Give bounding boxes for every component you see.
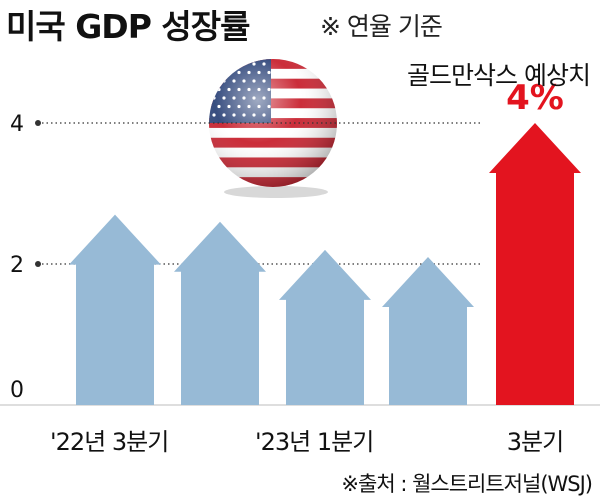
x-tick-label: '22년 3분기 [50,428,168,456]
x-tick-label: '23년 1분기 [255,428,373,456]
data-label: 4% [506,78,564,118]
source-note: ※출처 : 월스트리트저널(WSJ) [341,472,593,496]
chart-title: 미국 GDP 성장률 [6,7,250,46]
bar-arrow [489,123,581,405]
y-tick-label: 0 [10,378,24,403]
y-tick-label: 4 [10,112,24,137]
bar-arrow [279,249,371,405]
annotation-label: 골드만삭스 예상치 [407,61,590,90]
bar-arrow [174,221,266,405]
y-tick-label: 2 [10,253,24,278]
bar-arrow [69,214,161,405]
us-flag-globe-icon [209,59,337,198]
chart-subtitle: ※ 연율 기준 [320,12,443,41]
gridline-marker [35,120,41,126]
gridline-marker [35,261,41,267]
x-tick-label: 3분기 [507,428,563,456]
bar-arrow [382,256,474,405]
